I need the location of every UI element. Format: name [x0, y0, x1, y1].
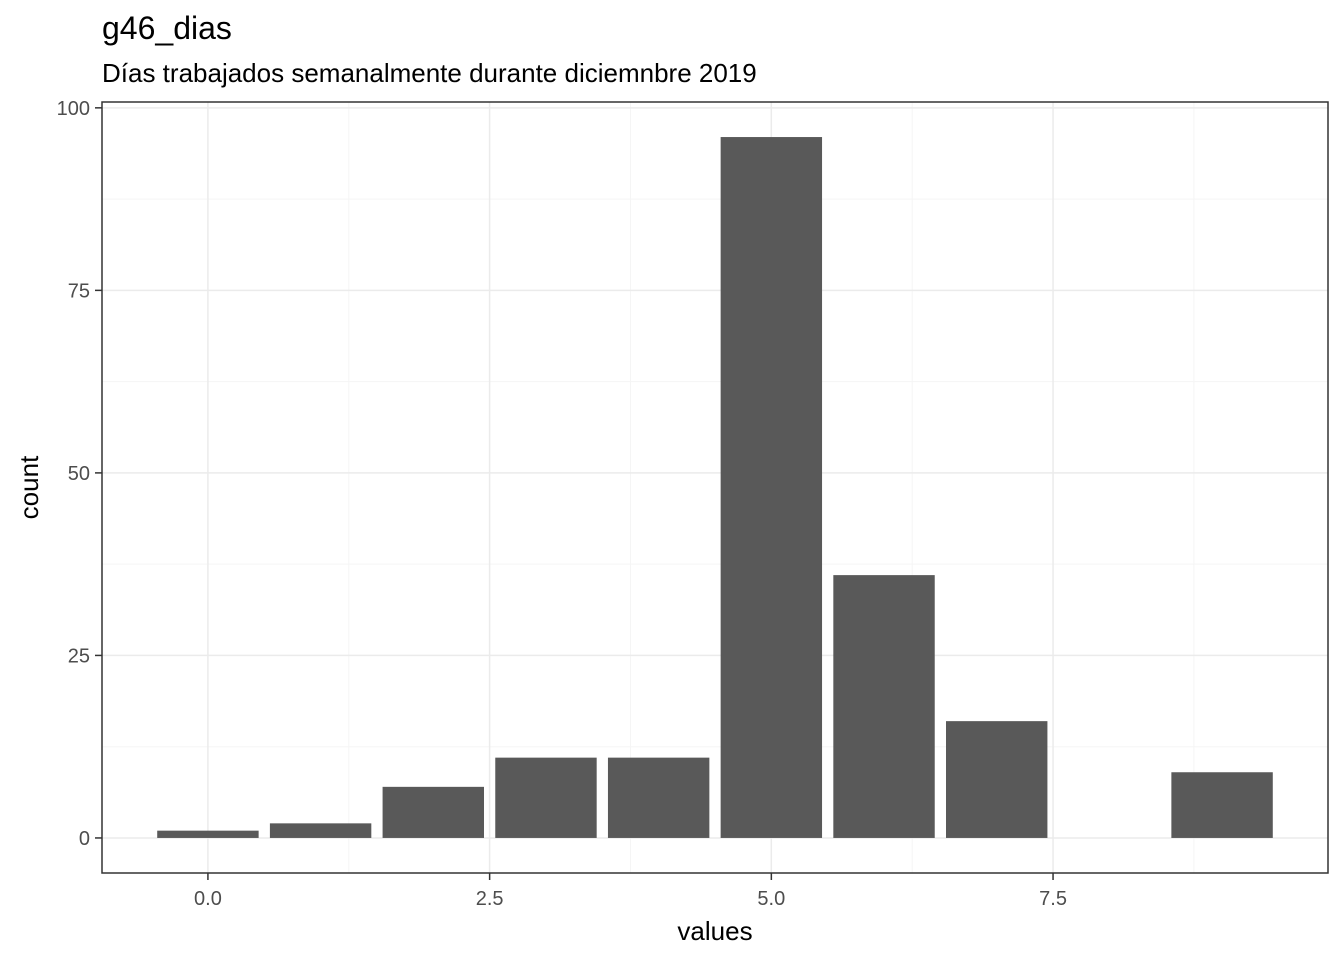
y-tick-label: 100 — [57, 98, 90, 120]
y-tick-label: 0 — [79, 828, 90, 850]
y-tick-label: 50 — [68, 463, 90, 485]
y-tick-label: 75 — [68, 280, 90, 302]
x-tick-label: 2.5 — [476, 888, 504, 910]
bars — [157, 137, 1273, 838]
bar — [720, 137, 823, 838]
panel-border — [101, 101, 1329, 874]
chart-subtitle: Días trabajados semanalmente durante dic… — [102, 58, 757, 88]
y-axis: 0 25 50 75 100 — [57, 98, 102, 850]
y-axis-title: count — [14, 455, 44, 519]
bar — [382, 786, 484, 838]
bar — [157, 830, 259, 838]
bar — [495, 757, 597, 838]
x-axis-title: values — [677, 916, 752, 946]
bar — [269, 823, 372, 838]
bar — [946, 721, 1048, 838]
x-tick-label: 0.0 — [194, 888, 222, 910]
x-tick-label: 7.5 — [1039, 888, 1067, 910]
bar — [833, 575, 935, 838]
bar — [1171, 772, 1273, 838]
minor-gridlines — [102, 102, 1328, 873]
chart-title: g46_dias — [102, 10, 232, 46]
bar — [607, 757, 710, 838]
x-axis: 0.0 2.5 5.0 7.5 — [194, 873, 1067, 910]
x-tick-label: 5.0 — [757, 888, 785, 910]
major-gridlines — [102, 102, 1328, 873]
y-tick-label: 25 — [68, 645, 90, 667]
